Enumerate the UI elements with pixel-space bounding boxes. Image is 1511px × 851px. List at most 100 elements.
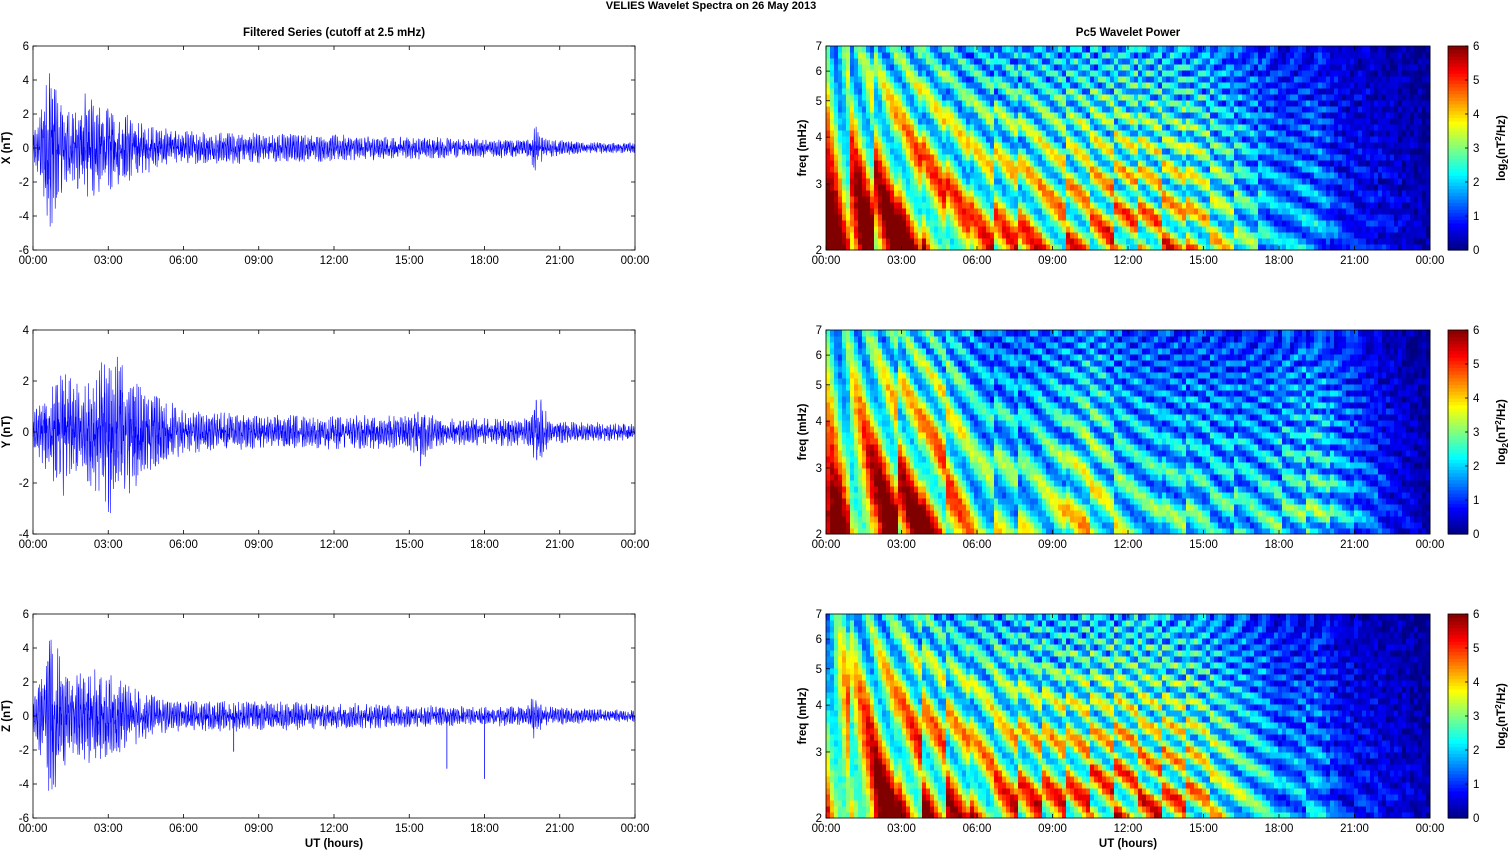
heatmap-cell: [1070, 130, 1075, 137]
heatmap-cell: [1234, 124, 1239, 131]
heatmap-cell: [994, 214, 999, 221]
heatmap-cell: [1394, 238, 1399, 245]
heatmap-cell: [1214, 106, 1219, 113]
heatmap-cell: [1122, 76, 1127, 83]
heatmap-cell: [1182, 196, 1187, 203]
heatmap-cell: [1050, 88, 1055, 95]
heatmap-cell: [1370, 106, 1375, 113]
heatmap-cell: [1098, 166, 1103, 173]
heatmap-cell: [1214, 208, 1219, 215]
heatmap-cell: [826, 232, 831, 239]
heatmap-cell: [1050, 52, 1055, 59]
heatmap-cell: [906, 196, 911, 203]
heatmap-cell: [1086, 118, 1091, 125]
heatmap-cell: [918, 58, 923, 65]
heatmap-cell: [1262, 166, 1267, 173]
heatmap-cell: [1154, 214, 1159, 221]
heatmap-cell: [1074, 172, 1079, 179]
heatmap-cell: [1134, 208, 1139, 215]
heatmap-cell: [1294, 190, 1299, 197]
heatmap-cell: [1322, 118, 1327, 125]
heatmap-cell: [866, 220, 871, 227]
heatmap-cell: [1058, 46, 1063, 53]
heatmap-cell: [1090, 196, 1095, 203]
heatmap-cell: [1302, 154, 1307, 161]
heatmap-cell: [1282, 52, 1287, 59]
heatmap-cell: [1122, 226, 1127, 233]
heatmap-cell: [1218, 142, 1223, 149]
heatmap-cell: [1082, 94, 1087, 101]
heatmap-cell: [1102, 52, 1107, 59]
heatmap-cell: [1374, 106, 1379, 113]
heatmap-cell: [906, 190, 911, 197]
heatmap-cell: [1366, 220, 1371, 227]
heatmap-cell: [1250, 52, 1255, 59]
heatmap-cell: [938, 232, 943, 239]
heatmap-cell: [1154, 130, 1159, 137]
heatmap-cell: [1210, 64, 1215, 71]
heatmap-cell: [1206, 112, 1211, 119]
heatmap-cell: [854, 184, 859, 191]
heatmap-cell: [1310, 142, 1315, 149]
heatmap-cell: [922, 130, 927, 137]
heatmap-cell: [1210, 148, 1215, 155]
heatmap-cell: [930, 58, 935, 65]
heatmap-cell: [1134, 202, 1139, 209]
heatmap-cell: [854, 142, 859, 149]
heatmap-cell: [1042, 238, 1047, 245]
heatmap-cell: [954, 94, 959, 101]
heatmap-cell: [1286, 124, 1291, 131]
heatmap-cell: [994, 172, 999, 179]
heatmap-cell: [1278, 148, 1283, 155]
heatmap-cell: [970, 124, 975, 131]
heatmap-cell: [1026, 82, 1031, 89]
heatmap-cell: [1394, 208, 1399, 215]
heatmap-cell: [1270, 106, 1275, 113]
heatmap-cell: [1382, 46, 1387, 53]
heatmap-cell: [1122, 154, 1127, 161]
heatmap-cell: [978, 190, 983, 197]
heatmap-cell: [1010, 220, 1015, 227]
heatmap-cell: [1390, 232, 1395, 239]
heatmap-cell: [1218, 160, 1223, 167]
heatmap-cell: [1106, 64, 1111, 71]
heatmap-cell: [1306, 226, 1311, 233]
heatmap-cell: [1298, 166, 1303, 173]
heatmap-cell: [850, 88, 855, 95]
heatmap-cell: [870, 220, 875, 227]
heatmap-cell: [1354, 52, 1359, 59]
heatmap-cell: [942, 100, 947, 107]
heatmap-cell: [954, 76, 959, 83]
heatmap-cell: [982, 94, 987, 101]
heatmap-cell: [1010, 202, 1015, 209]
heatmap-cell: [1282, 208, 1287, 215]
heatmap-cell: [1162, 184, 1167, 191]
heatmap-cell: [1234, 154, 1239, 161]
heatmap-cell: [1174, 64, 1179, 71]
heatmap-cell: [1234, 100, 1239, 107]
heatmap-cell: [850, 46, 855, 53]
heatmap-cell: [1278, 196, 1283, 203]
heatmap-cell: [1082, 220, 1087, 227]
heatmap-cell: [1002, 106, 1007, 113]
heatmap-cell: [846, 100, 851, 107]
heatmap-cell: [1202, 94, 1207, 101]
heatmap-cell: [1010, 154, 1015, 161]
heatmap-cell: [834, 52, 839, 59]
heatmap-cell: [930, 46, 935, 53]
heatmap-cell: [1362, 166, 1367, 173]
heatmap-cell: [1246, 76, 1251, 83]
heatmap-cell: [854, 88, 859, 95]
heatmap-cell: [878, 172, 883, 179]
heatmap-cell: [1146, 148, 1151, 155]
heatmap-cell: [1278, 106, 1283, 113]
heatmap-cell: [1058, 142, 1063, 149]
heatmap-cell: [1114, 214, 1119, 221]
heatmap-cell: [1290, 112, 1295, 119]
heatmap-cell: [1038, 124, 1043, 131]
heatmap-cell: [1238, 238, 1243, 245]
heatmap-cell: [890, 226, 895, 233]
heatmap-cell: [1114, 202, 1119, 209]
heatmap-cell: [1370, 178, 1375, 185]
heatmap-cell: [1358, 76, 1363, 83]
